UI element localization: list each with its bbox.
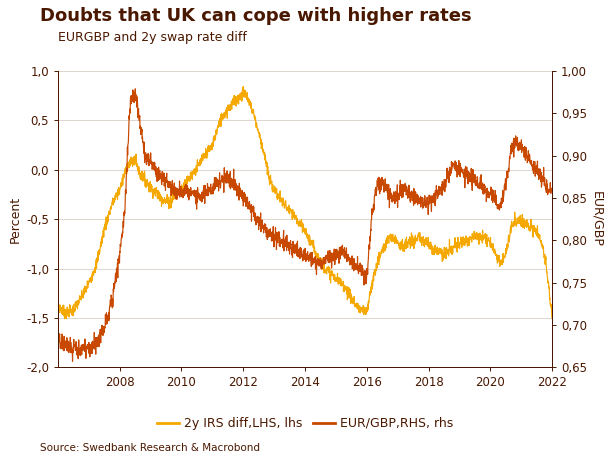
Text: Source: Swedbank Research & Macrobond: Source: Swedbank Research & Macrobond (40, 443, 260, 453)
Legend: 2y IRS diff,LHS, lhs, EUR/GBP,RHS, rhs: 2y IRS diff,LHS, lhs, EUR/GBP,RHS, rhs (152, 412, 458, 435)
Y-axis label: EUR/GBP: EUR/GBP (590, 191, 604, 247)
Y-axis label: Percent: Percent (9, 196, 22, 243)
Text: Doubts that UK can cope with higher rates: Doubts that UK can cope with higher rate… (40, 7, 472, 25)
Text: EURGBP and 2y swap rate diff: EURGBP and 2y swap rate diff (58, 31, 247, 44)
